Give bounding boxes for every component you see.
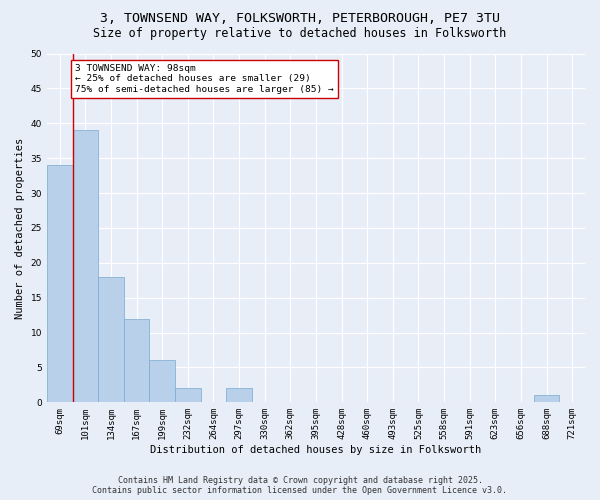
- Bar: [226, 388, 252, 402]
- Text: 3 TOWNSEND WAY: 98sqm
← 25% of detached houses are smaller (29)
75% of semi-deta: 3 TOWNSEND WAY: 98sqm ← 25% of detached …: [75, 64, 334, 94]
- Text: Size of property relative to detached houses in Folksworth: Size of property relative to detached ho…: [94, 28, 506, 40]
- Bar: [73, 130, 98, 402]
- Text: Contains HM Land Registry data © Crown copyright and database right 2025.
Contai: Contains HM Land Registry data © Crown c…: [92, 476, 508, 495]
- Bar: [98, 277, 124, 402]
- Bar: [124, 318, 149, 402]
- Bar: [534, 396, 559, 402]
- Bar: [47, 165, 73, 402]
- Y-axis label: Number of detached properties: Number of detached properties: [15, 138, 25, 318]
- Bar: [149, 360, 175, 403]
- X-axis label: Distribution of detached houses by size in Folksworth: Distribution of detached houses by size …: [151, 445, 482, 455]
- Bar: [175, 388, 200, 402]
- Text: 3, TOWNSEND WAY, FOLKSWORTH, PETERBOROUGH, PE7 3TU: 3, TOWNSEND WAY, FOLKSWORTH, PETERBOROUG…: [100, 12, 500, 26]
